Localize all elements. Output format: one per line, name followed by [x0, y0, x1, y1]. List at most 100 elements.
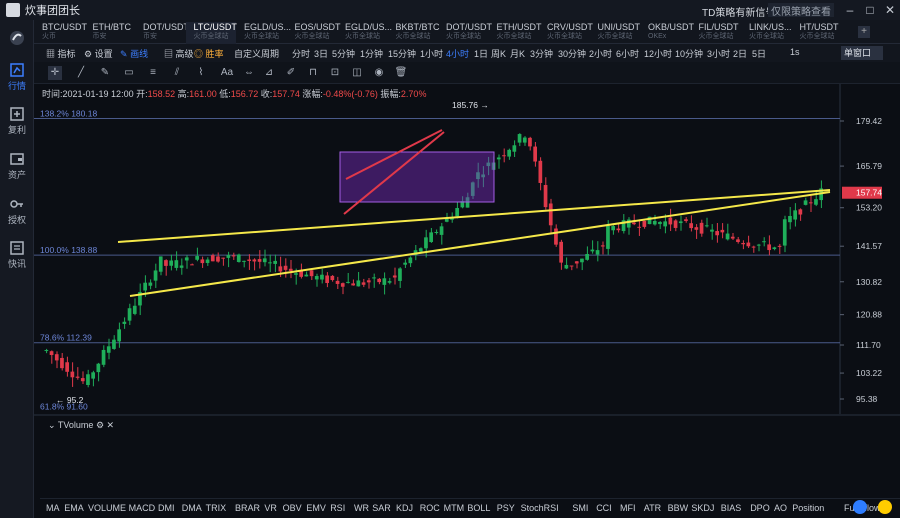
candle-body[interactable]	[340, 283, 345, 287]
indicator-mfi[interactable]: MFI	[620, 503, 636, 513]
toolbar-item-3[interactable]: ▤ 高级	[164, 47, 194, 60]
candle-body[interactable]	[569, 265, 574, 267]
candle-body[interactable]	[694, 227, 699, 230]
period-option[interactable]: 周K	[491, 49, 507, 59]
indicator-mtm[interactable]: MTM	[443, 503, 465, 513]
candle-body[interactable]	[637, 226, 641, 228]
sidebar-item-market[interactable]: 行情	[0, 62, 34, 92]
candle-body[interactable]	[616, 228, 621, 231]
indicator-ao[interactable]: AO	[774, 503, 788, 513]
candle-body[interactable]	[273, 260, 277, 264]
candle-body[interactable]	[372, 277, 376, 279]
candle-body[interactable]	[762, 241, 766, 243]
candle-body[interactable]	[559, 241, 563, 263]
candle-body[interactable]	[455, 208, 459, 217]
settings-icon[interactable]: ⚙	[95, 420, 105, 430]
indicator-roc[interactable]: ROC	[419, 503, 440, 513]
candle-body[interactable]	[221, 257, 225, 259]
candle-body[interactable]	[314, 276, 319, 280]
candle-body[interactable]	[299, 270, 303, 277]
candle-body[interactable]	[356, 280, 361, 287]
candle-body[interactable]	[262, 258, 267, 263]
candle-body[interactable]	[663, 221, 667, 227]
candle-body[interactable]	[554, 228, 558, 245]
candle-body[interactable]	[814, 199, 818, 205]
notification-icon[interactable]	[878, 500, 892, 514]
candle-body[interactable]	[600, 245, 605, 247]
candle-body[interactable]	[106, 346, 111, 353]
trend-line-upper[interactable]	[117, 189, 831, 243]
candle-body[interactable]	[611, 226, 615, 231]
candle-body[interactable]	[538, 160, 543, 183]
symbol-tab[interactable]: BKBT/BTC 火币全球站	[388, 22, 440, 44]
indicator-boll[interactable]: BOLL	[467, 503, 491, 513]
candle-body[interactable]	[512, 145, 517, 152]
candle-body[interactable]	[746, 242, 751, 247]
period-option[interactable]: 3分钟	[530, 49, 554, 59]
pattern-tool-icon[interactable]: ⌇	[198, 67, 204, 78]
indicator-stochrsi[interactable]: StochRSI	[520, 503, 559, 513]
indicator-smi[interactable]: SMI	[572, 503, 589, 513]
candle-body[interactable]	[117, 329, 121, 342]
strategy-view-button[interactable]: 仅限策略查看	[768, 3, 834, 18]
candle-body[interactable]	[408, 257, 413, 264]
candle-body[interactable]	[632, 222, 636, 225]
candle-body[interactable]	[429, 232, 433, 243]
indicator-wr[interactable]: WR	[354, 503, 369, 513]
candle-body[interactable]	[330, 275, 335, 281]
candle-body[interactable]	[502, 155, 506, 157]
candle-body[interactable]	[704, 225, 709, 227]
indicator-bbw[interactable]: BBW	[667, 503, 689, 513]
candle-body[interactable]	[294, 273, 298, 275]
symbol-tab[interactable]: OKB/USDT OKEx	[640, 22, 694, 44]
candlestick-chart[interactable]: 138.2% 180.18 100.0% 138.88 78.6% 112.39 61…	[34, 84, 900, 498]
candle-body[interactable]	[725, 233, 730, 240]
candle-body[interactable]	[392, 275, 397, 278]
period-option[interactable]: 15分钟	[388, 49, 417, 59]
line-tool-icon[interactable]: ╱	[77, 67, 85, 78]
indicator-ema[interactable]: EMA	[64, 503, 84, 513]
candle-body[interactable]	[517, 134, 522, 143]
candle-body[interactable]	[101, 349, 106, 365]
candle-body[interactable]	[788, 215, 792, 223]
indicator-trix[interactable]: TRIX	[205, 503, 227, 513]
indicator-vr[interactable]: VR	[264, 503, 277, 513]
candle-body[interactable]	[808, 202, 813, 204]
bluetooth-icon[interactable]	[853, 500, 867, 514]
candle-body[interactable]	[195, 256, 199, 260]
period-option[interactable]: 分时	[292, 49, 311, 59]
candle-body[interactable]	[174, 260, 179, 268]
candle-body[interactable]	[720, 229, 725, 233]
candle-body[interactable]	[122, 321, 127, 324]
window-mode-select[interactable]: 单窗口	[841, 46, 883, 60]
candle-body[interactable]	[226, 255, 231, 258]
close-button[interactable]: ✕	[884, 3, 896, 17]
rect-tool-icon[interactable]: ▭	[124, 67, 134, 78]
indicator-bias[interactable]: BIAS	[720, 503, 742, 513]
lock-tool-icon[interactable]: ⊡	[330, 67, 340, 78]
candle-body[interactable]	[626, 219, 631, 228]
candle-body[interactable]	[543, 185, 548, 208]
indicator-dmi[interactable]: DMI	[158, 503, 175, 513]
indicator-obv[interactable]: OBV	[282, 503, 302, 513]
close-indicator-icon[interactable]: ✕	[106, 420, 115, 430]
candle-body[interactable]	[75, 376, 80, 378]
trend-line-lower[interactable]	[129, 191, 831, 297]
candle-body[interactable]	[470, 182, 475, 196]
symbol-tab[interactable]: DOT/USDT 币安	[135, 22, 189, 44]
candle-body[interactable]	[798, 209, 803, 215]
indicator-macd[interactable]: MACD	[128, 503, 156, 513]
minimize-button[interactable]: –	[846, 3, 854, 17]
symbol-tab[interactable]: LTC/USDT 火币全球站	[185, 22, 237, 44]
toolbar-item-0[interactable]: ▦ 指标	[46, 47, 76, 60]
candle-body[interactable]	[528, 137, 532, 147]
toolbar-item-1[interactable]: ⚙ 设置	[84, 47, 113, 60]
measure-tool-icon[interactable]: ⇔	[244, 67, 254, 78]
candle-body[interactable]	[65, 362, 69, 372]
candle-body[interactable]	[595, 250, 600, 255]
fib-tool-icon[interactable]: ≡	[150, 67, 156, 78]
candle-body[interactable]	[658, 221, 662, 225]
symbol-tab[interactable]: ETH/BTC 币安	[85, 22, 135, 44]
candle-body[interactable]	[647, 216, 652, 225]
candle-body[interactable]	[205, 259, 210, 263]
